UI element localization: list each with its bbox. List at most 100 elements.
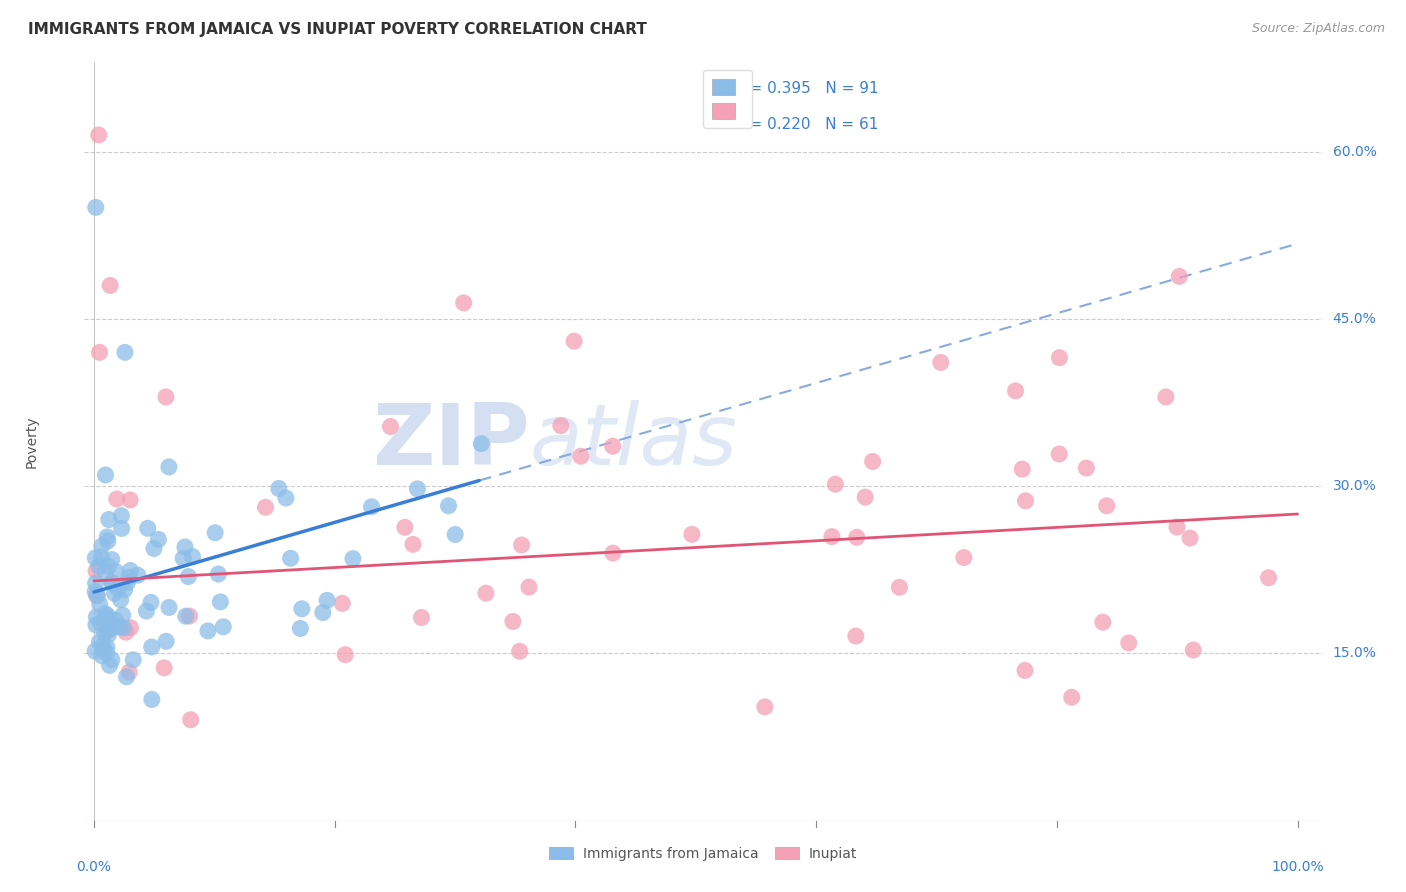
Point [754,699,776,714]
Point [1011,462,1033,476]
Point [101,552,124,566]
Point [180,713,202,727]
Point [114,625,136,640]
Point [139,595,162,609]
Point [98,658,121,673]
Point [84,564,107,578]
Point [97,628,120,642]
Point [153,661,176,675]
Point [394,520,416,534]
Point [475,586,498,600]
Text: Poverty: Poverty [24,416,38,467]
Point [342,551,364,566]
Point [127,568,149,582]
Point [1047,447,1070,461]
Text: 0.0%: 0.0% [76,860,111,873]
Text: IMMIGRANTS FROM JAMAICA VS INUPIAT POVERTY CORRELATION CHART: IMMIGRANTS FROM JAMAICA VS INUPIAT POVER… [28,22,647,37]
Point [517,580,540,594]
Point [155,634,177,648]
Point [89,615,111,630]
Point [330,596,353,610]
Point [107,582,129,596]
Point [172,551,194,566]
Point [110,592,132,607]
Point [96,530,118,544]
Point [179,609,201,624]
Point [84,550,107,565]
Point [114,582,136,597]
Text: R = 0.395   N = 91: R = 0.395 N = 91 [734,81,879,96]
Point [335,648,357,662]
Point [1182,643,1205,657]
Point [86,589,108,603]
Point [177,569,200,583]
Point [110,508,132,523]
Point [550,418,572,433]
Point [100,622,122,636]
Text: 60.0%: 60.0% [1333,145,1376,159]
Point [602,546,624,560]
Point [115,670,138,684]
Point [510,538,533,552]
Point [312,606,335,620]
Point [157,459,180,474]
Point [94,607,117,621]
Point [136,521,159,535]
Point [845,530,868,544]
Point [502,615,524,629]
Point [96,624,118,638]
Point [845,629,868,643]
Point [142,541,165,556]
Point [402,537,425,551]
Point [380,419,402,434]
Point [103,586,125,600]
Point [1118,636,1140,650]
Point [122,653,145,667]
Point [1178,531,1201,545]
Point [105,491,128,506]
Point [87,128,110,142]
Point [86,589,108,603]
Point [1014,664,1036,678]
Point [120,492,142,507]
Point [89,598,111,612]
Point [889,580,911,594]
Point [89,345,111,359]
Point [114,345,136,359]
Point [97,512,120,526]
Point [212,620,235,634]
Point [602,439,624,453]
Point [101,617,124,632]
Point [111,608,134,623]
Point [108,620,131,634]
Point [470,436,492,450]
Point [157,600,180,615]
Point [112,621,135,635]
Point [267,482,290,496]
Point [84,576,107,591]
Point [87,559,110,574]
Point [84,618,107,632]
Point [207,567,229,582]
Point [84,201,107,215]
Point [290,622,312,636]
Point [97,559,120,574]
Point [91,648,114,663]
Point [100,620,122,634]
Point [111,521,134,535]
Legend: Immigrants from Jamaica, Inupiat: Immigrants from Jamaica, Inupiat [544,841,862,867]
Point [437,499,460,513]
Point [104,614,127,628]
Point [1095,499,1118,513]
Point [1168,269,1191,284]
Point [953,550,976,565]
Text: Source: ZipAtlas.com: Source: ZipAtlas.com [1251,22,1385,36]
Point [569,449,592,463]
Point [862,454,884,468]
Text: R = 0.220   N = 61: R = 0.220 N = 61 [734,117,879,132]
Point [1014,493,1036,508]
Point [274,491,297,505]
Point [135,604,157,618]
Point [1257,571,1279,585]
Point [98,621,121,635]
